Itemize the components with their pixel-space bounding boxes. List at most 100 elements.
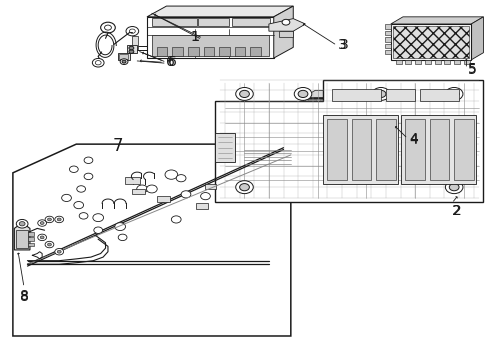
Circle shape [126, 27, 139, 36]
Bar [334, 121, 339, 127]
Circle shape [235, 87, 253, 100]
Bar [203, 46, 214, 55]
Circle shape [171, 216, 181, 223]
Circle shape [55, 216, 63, 223]
Bar [197, 18, 229, 26]
Circle shape [92, 58, 104, 67]
Bar [132, 189, 144, 194]
Bar [434, 60, 440, 64]
Bar [132, 36, 138, 49]
Bar [205, 184, 216, 189]
Bar [375, 119, 395, 180]
Polygon shape [387, 90, 400, 128]
Bar [152, 35, 268, 56]
Bar [305, 99, 385, 116]
Circle shape [79, 213, 88, 219]
Circle shape [129, 50, 134, 53]
Circle shape [122, 60, 126, 63]
Bar [444, 60, 449, 64]
Polygon shape [303, 90, 400, 98]
Bar [405, 119, 424, 180]
Circle shape [55, 248, 63, 255]
Circle shape [294, 110, 302, 116]
Bar [172, 46, 183, 55]
Text: 7: 7 [112, 137, 122, 155]
Circle shape [84, 173, 93, 180]
Polygon shape [390, 17, 483, 24]
Bar [187, 46, 198, 55]
Bar [331, 89, 380, 101]
Circle shape [104, 25, 111, 30]
Bar [119, 54, 128, 59]
Bar [384, 24, 390, 29]
Bar [400, 116, 475, 184]
Bar [28, 237, 34, 241]
Bar [28, 232, 34, 235]
Polygon shape [147, 6, 293, 17]
Bar [250, 46, 261, 55]
Bar [312, 121, 317, 127]
Circle shape [69, 166, 78, 172]
Bar [380, 100, 389, 115]
Circle shape [294, 87, 311, 100]
Bar [384, 31, 390, 35]
Text: 2: 2 [451, 204, 460, 218]
Bar [215, 134, 234, 162]
Circle shape [19, 222, 25, 226]
Bar [219, 46, 229, 55]
Bar [419, 89, 458, 101]
Bar [424, 60, 430, 64]
Circle shape [101, 22, 115, 33]
Circle shape [93, 214, 103, 222]
Circle shape [445, 181, 462, 194]
Text: 8: 8 [20, 289, 28, 303]
Circle shape [47, 243, 51, 246]
Circle shape [118, 234, 127, 240]
Bar [378, 121, 383, 127]
Circle shape [235, 181, 253, 194]
Bar [368, 100, 377, 115]
Bar [305, 121, 310, 127]
Circle shape [84, 157, 93, 163]
Polygon shape [268, 19, 305, 31]
Circle shape [375, 90, 385, 98]
Bar [463, 60, 469, 64]
Circle shape [40, 236, 44, 239]
Text: 8: 8 [20, 290, 28, 304]
Text: 4: 4 [408, 132, 417, 146]
Bar [385, 89, 414, 101]
Text: 5: 5 [467, 63, 476, 77]
Bar [152, 18, 197, 26]
Circle shape [57, 250, 61, 253]
Circle shape [47, 218, 51, 221]
Bar [453, 119, 473, 180]
Circle shape [176, 175, 185, 182]
Circle shape [74, 202, 83, 209]
Circle shape [129, 29, 135, 33]
Bar [327, 119, 346, 180]
Bar [157, 46, 167, 55]
Polygon shape [14, 225, 30, 250]
Circle shape [448, 184, 458, 191]
Circle shape [94, 227, 102, 233]
Bar [351, 119, 370, 180]
Circle shape [77, 186, 85, 192]
Circle shape [239, 184, 249, 191]
Bar [331, 100, 340, 115]
Bar [322, 116, 397, 184]
Text: 6: 6 [166, 55, 175, 69]
Bar [231, 18, 269, 26]
Circle shape [332, 134, 350, 147]
Bar [118, 53, 130, 60]
Bar [453, 60, 459, 64]
Bar [147, 17, 273, 58]
Circle shape [239, 90, 249, 98]
Circle shape [445, 87, 462, 100]
Polygon shape [470, 17, 483, 60]
Bar [370, 121, 375, 127]
Bar [234, 46, 245, 55]
Bar [125, 177, 140, 184]
Text: 4: 4 [408, 133, 417, 147]
Circle shape [371, 87, 389, 100]
Bar [429, 119, 448, 180]
